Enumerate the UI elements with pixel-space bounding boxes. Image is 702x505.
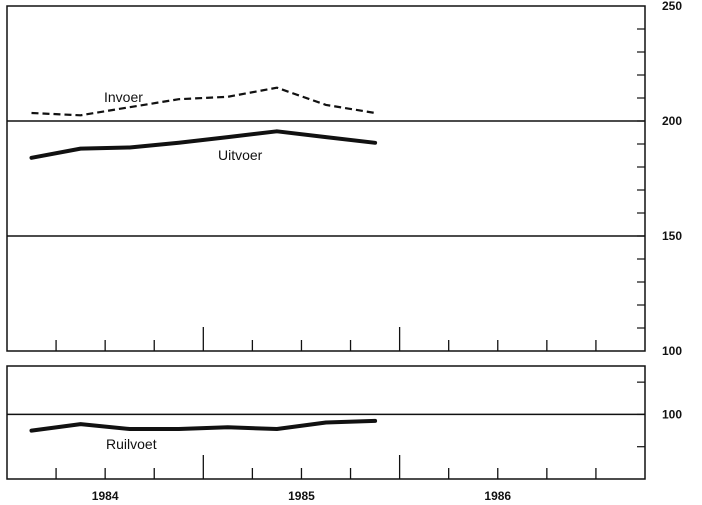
- x-tick-label-1985: 1985: [288, 489, 315, 503]
- series-label-uitvoer: Uitvoer: [218, 147, 263, 163]
- series-line-ruilvoet: [29, 418, 378, 433]
- series-line-uitvoer: [29, 129, 378, 160]
- plot-frame: [6, 5, 646, 352]
- main-panel: 250 200 150 100 Invoer Uitvoer: [6, 0, 682, 358]
- series-label-ruilvoet: Ruilvoet: [106, 436, 157, 452]
- y-tick-label-100: 100: [662, 407, 682, 421]
- y-tick-label-200: 200: [662, 114, 682, 128]
- y-tick-label-100: 100: [662, 344, 682, 358]
- ruilvoet-panel: 100 Ruilvoet: [6, 365, 682, 480]
- series-line-invoer: [31, 86, 376, 117]
- y-tick-label-150: 150: [662, 229, 682, 243]
- series-label-invoer: Invoer: [104, 89, 143, 105]
- x-tick-label-1984: 1984: [92, 489, 119, 503]
- y-tick-label-250: 250: [662, 0, 682, 13]
- x-tick-label-1986: 1986: [484, 489, 511, 503]
- plot-frame: [6, 365, 646, 480]
